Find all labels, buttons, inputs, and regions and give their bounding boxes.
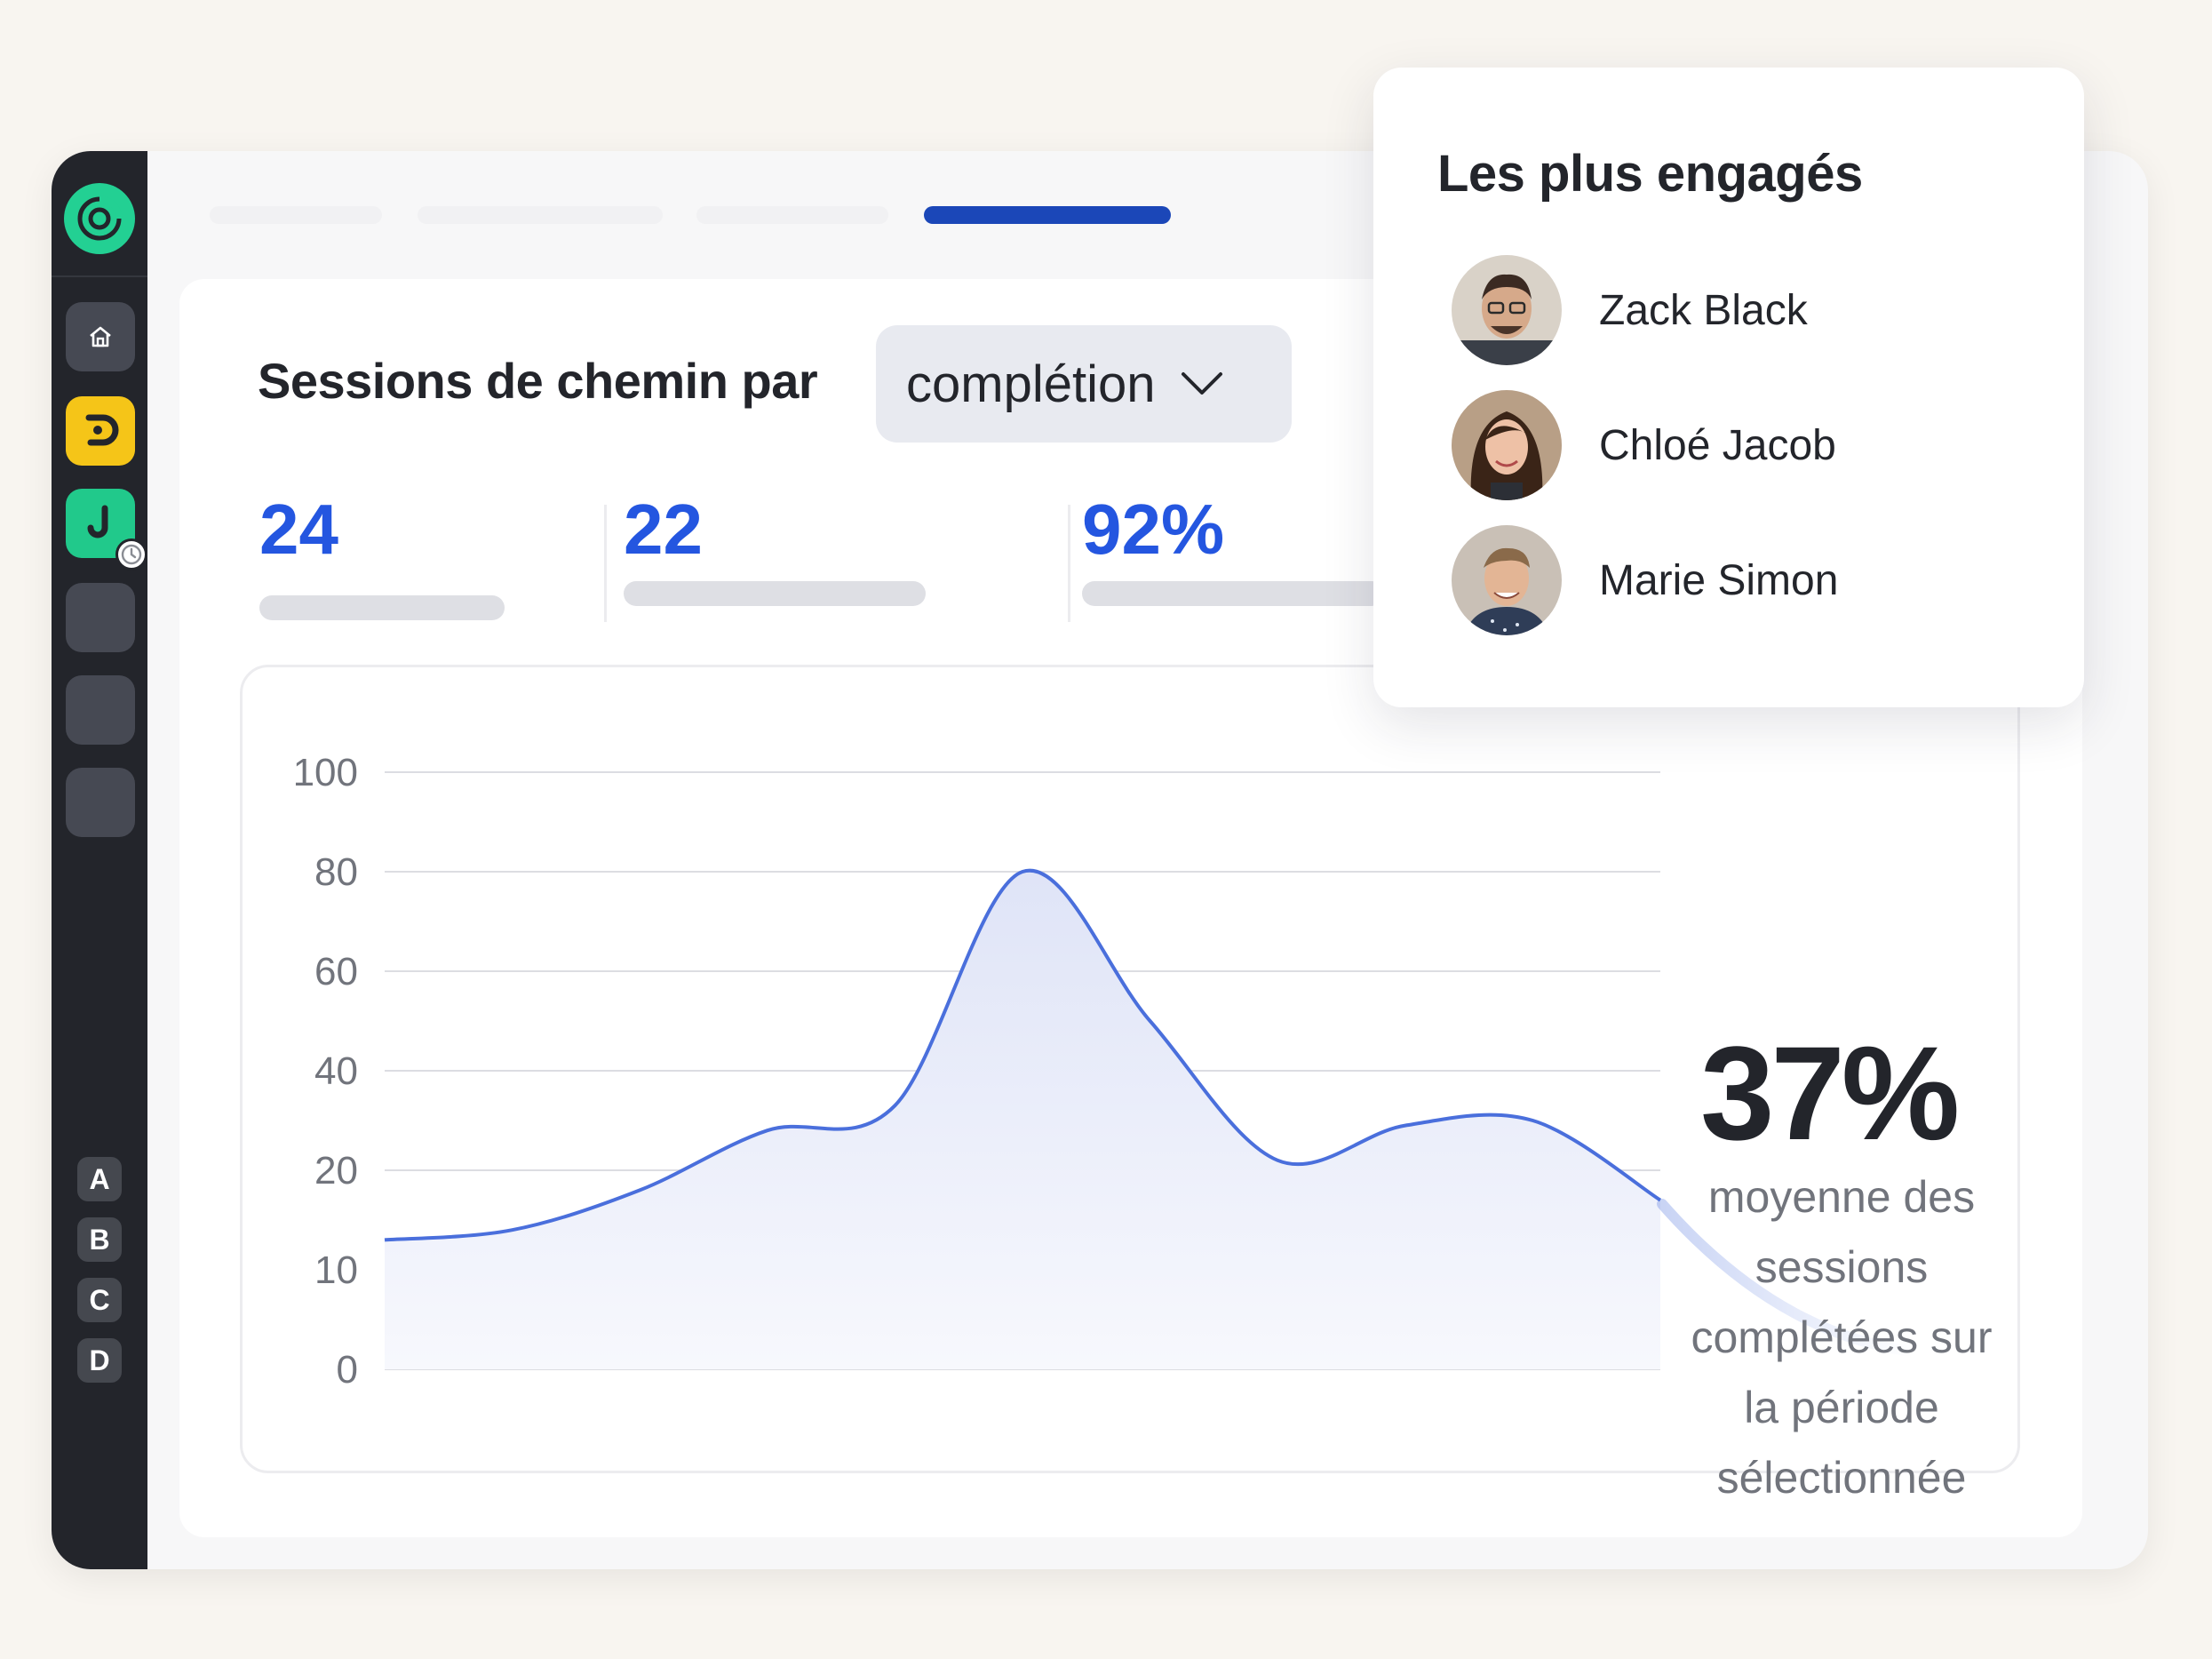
y-tick-label: 100 [293, 751, 358, 794]
sidebar-item-yellow-app[interactable] [66, 396, 135, 466]
summary-percentage: 37% [1700, 1018, 1960, 1168]
sidebar-item-green-app[interactable] [66, 489, 147, 570]
chart-line-fade [1657, 1199, 1918, 1357]
sidebar-item-placeholder-3[interactable] [66, 768, 135, 837]
tab-4-active[interactable] [924, 206, 1171, 224]
y-tick-label: 10 [314, 1248, 358, 1292]
person-row[interactable]: Marie Simon [1452, 524, 1838, 636]
tab-3[interactable] [696, 206, 888, 224]
y-tick-label: 20 [314, 1149, 358, 1192]
popup-title: Les plus engagés [1437, 145, 1863, 203]
sidebar-letter-d[interactable]: D [77, 1338, 122, 1383]
summary-line: sélectionnée [1716, 1453, 1967, 1503]
sidebar-item-home[interactable] [66, 302, 135, 371]
stat-value-2: 22 [624, 490, 703, 569]
person-row[interactable]: Chloé Jacob [1452, 389, 1836, 501]
sidebar-letter-c[interactable]: C [77, 1278, 122, 1322]
green-app-icon [87, 505, 108, 538]
summary-line: moyenne des [1707, 1172, 1976, 1222]
sidebar-letter-a[interactable]: A [77, 1157, 122, 1201]
brand-logo-icon[interactable] [64, 183, 135, 254]
avatar [1452, 525, 1562, 635]
person-name: Marie Simon [1599, 556, 1839, 604]
sidebar-item-placeholder-2[interactable] [66, 675, 135, 745]
stat-divider-1 [604, 505, 607, 622]
summary-line: la période [1744, 1383, 1939, 1432]
chart-series-line [384, 868, 1662, 1242]
y-tick-label: 80 [314, 850, 358, 894]
chart-area-fill [385, 870, 1660, 1369]
stat-label-placeholder-3 [1082, 581, 1384, 606]
chart-container: 0 10 20 40 60 80 100 [240, 665, 2020, 1473]
y-tick-label: 60 [314, 950, 358, 993]
card-title: Sessions de chemin par [258, 353, 818, 409]
summary-line: complétées sur [1691, 1312, 1993, 1362]
chevron-down-icon [1182, 372, 1223, 395]
y-tick-label: 0 [337, 1348, 358, 1392]
dropdown-value: complétion [906, 355, 1156, 413]
summary-line: sessions [1754, 1242, 1929, 1292]
person-name: Chloé Jacob [1599, 421, 1836, 469]
yellow-app-icon [85, 414, 119, 446]
avatar [1452, 390, 1562, 500]
sidebar-letter-b[interactable]: B [77, 1217, 122, 1262]
stat-value-1: 24 [259, 490, 338, 569]
sidebar-item-placeholder-1[interactable] [66, 583, 135, 652]
person-name: Zack Black [1599, 286, 1808, 334]
tab-1[interactable] [210, 206, 382, 224]
stat-label-placeholder-2 [624, 581, 926, 606]
clock-icon [115, 538, 147, 570]
sidebar-divider [52, 275, 147, 277]
person-row[interactable]: Zack Black [1452, 254, 1808, 366]
most-engaged-popup: Les plus engagés Zack Black [1373, 68, 2084, 707]
home-icon [90, 326, 111, 347]
stat-value-3: 92% [1082, 490, 1225, 569]
avatar [1452, 255, 1562, 365]
y-tick-label: 40 [314, 1049, 358, 1093]
stat-label-placeholder-1 [259, 595, 505, 620]
summary-description: moyenne des sessions complétées sur la p… [1651, 1162, 2033, 1513]
stat-divider-2 [1068, 505, 1070, 622]
area-chart: 0 10 20 40 60 80 100 [293, 751, 1918, 1392]
sidebar: A B C D [52, 151, 147, 1569]
tab-2[interactable] [418, 206, 663, 224]
completion-dropdown[interactable]: complétion [876, 325, 1292, 443]
